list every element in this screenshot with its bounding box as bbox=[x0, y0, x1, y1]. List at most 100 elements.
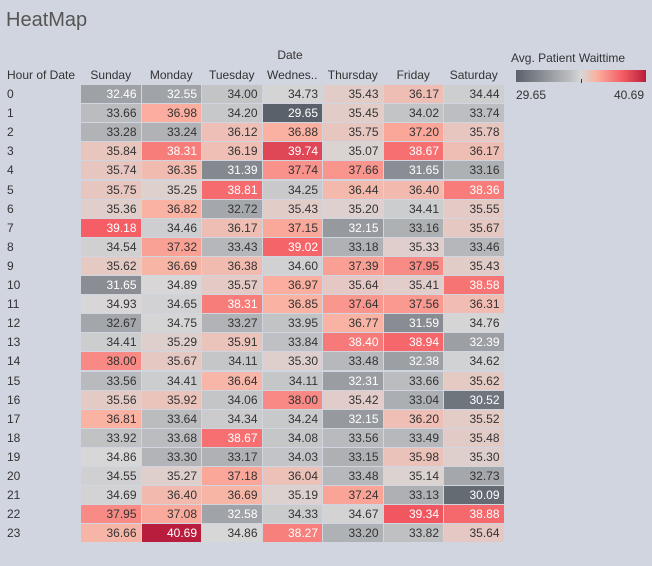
heatmap-cell: 32.31 bbox=[323, 371, 383, 390]
heatmap-cell: 34.86 bbox=[81, 447, 141, 466]
row-header: 14 bbox=[7, 354, 21, 369]
row-header: 11 bbox=[7, 297, 20, 312]
heatmap-cell: 35.20 bbox=[323, 199, 383, 218]
heatmap-cell: 38.00 bbox=[262, 390, 322, 409]
heatmap-cell: 32.67 bbox=[81, 314, 141, 333]
heatmap-cell: 34.00 bbox=[202, 85, 262, 103]
heatmap-cell: 33.16 bbox=[383, 218, 443, 237]
heatmap-cell: 36.38 bbox=[202, 256, 262, 275]
heatmap-cell: 36.40 bbox=[383, 180, 443, 199]
heatmap-cell: 33.49 bbox=[383, 428, 443, 447]
row-header: 7 bbox=[7, 220, 14, 235]
heatmap-cell: 36.04 bbox=[262, 467, 322, 485]
heatmap-cell: 37.64 bbox=[323, 295, 383, 314]
heatmap-cell: 34.65 bbox=[141, 295, 201, 314]
legend-center-tick bbox=[581, 79, 582, 83]
column-header: Tuesday bbox=[208, 68, 255, 82]
heatmap-cell: 36.17 bbox=[444, 142, 504, 161]
heatmap-cell: 34.11 bbox=[202, 352, 262, 371]
row-field-label: Hour of Date bbox=[7, 68, 76, 82]
heatmap-cell: 38.00 bbox=[81, 352, 141, 371]
heatmap-cell: 33.64 bbox=[141, 409, 201, 428]
heatmap-cell: 33.43 bbox=[202, 237, 262, 256]
heatmap-cell: 38.58 bbox=[444, 276, 504, 294]
heatmap-cell: 33.30 bbox=[141, 447, 201, 466]
heatmap-cell: 38.36 bbox=[444, 180, 504, 199]
heatmap-cell: 40.69 bbox=[141, 524, 201, 543]
heatmap-cell: 36.66 bbox=[81, 524, 141, 543]
heatmap-cell: 34.62 bbox=[444, 352, 504, 371]
heatmap-cell: 35.55 bbox=[444, 199, 504, 218]
heatmap-cell: 36.82 bbox=[141, 199, 201, 218]
heatmap-cell: 32.39 bbox=[444, 333, 504, 352]
heatmap-cell: 33.46 bbox=[444, 237, 504, 256]
heatmap-cell: 32.46 bbox=[81, 85, 141, 103]
heatmap-cell: 30.09 bbox=[444, 486, 504, 505]
heatmap-cell: 39.18 bbox=[81, 218, 141, 237]
heatmap-cell: 38.27 bbox=[262, 524, 322, 543]
heatmap-cell: 38.67 bbox=[383, 142, 443, 161]
heatmap-cell: 38.88 bbox=[444, 505, 504, 524]
heatmap-cell: 35.62 bbox=[444, 371, 504, 390]
heatmap-cell: 36.88 bbox=[262, 123, 322, 142]
heatmap-cell: 33.82 bbox=[383, 524, 443, 543]
heatmap-cell: 35.27 bbox=[141, 467, 201, 485]
heatmap-cell: 37.20 bbox=[383, 123, 443, 142]
heatmap-cell: 34.76 bbox=[444, 314, 504, 333]
heatmap-cell: 36.81 bbox=[81, 409, 141, 428]
heatmap-cell: 35.07 bbox=[323, 142, 383, 161]
heatmap-cell: 34.20 bbox=[202, 104, 262, 123]
heatmap-cell: 37.95 bbox=[81, 505, 141, 524]
heatmap-cell: 35.91 bbox=[202, 333, 262, 352]
heatmap-cell: 34.67 bbox=[323, 505, 383, 524]
heatmap-cell: 33.48 bbox=[323, 352, 383, 371]
heatmap-cell: 34.69 bbox=[81, 486, 141, 505]
heatmap-cell: 38.40 bbox=[323, 333, 383, 352]
heatmap-cell: 37.18 bbox=[202, 467, 262, 485]
heatmap-cell: 33.24 bbox=[141, 123, 201, 142]
heatmap-cell: 35.67 bbox=[141, 352, 201, 371]
heatmap-cell: 36.98 bbox=[141, 104, 201, 123]
heatmap-cell: 32.73 bbox=[444, 467, 504, 485]
heatmap-cell: 35.78 bbox=[444, 123, 504, 142]
column-header: Sunday bbox=[90, 68, 132, 82]
heatmap-cell: 35.43 bbox=[444, 256, 504, 275]
heatmap-cell: 37.56 bbox=[383, 295, 443, 314]
heatmap-cell: 33.56 bbox=[81, 371, 141, 390]
row-header: 21 bbox=[7, 488, 21, 503]
legend-title: Avg. Patient Waittime bbox=[511, 51, 626, 65]
heatmap-cell: 30.52 bbox=[444, 390, 504, 409]
row-header: 13 bbox=[7, 335, 21, 350]
heatmap-cell: 33.95 bbox=[262, 314, 322, 333]
row-header: 9 bbox=[7, 258, 14, 273]
heatmap-cell: 33.68 bbox=[141, 428, 201, 447]
heatmap-cell: 36.69 bbox=[202, 486, 262, 505]
heatmap-cell: 36.44 bbox=[323, 180, 383, 199]
heatmap-cell: 33.04 bbox=[383, 390, 443, 409]
heatmap-cell: 36.35 bbox=[141, 161, 201, 180]
heatmap-cell: 33.13 bbox=[383, 486, 443, 505]
row-header: 23 bbox=[7, 526, 21, 541]
row-header: 6 bbox=[7, 201, 14, 216]
heatmap-cell: 37.39 bbox=[323, 256, 383, 275]
heatmap-cell: 36.77 bbox=[323, 314, 383, 333]
heatmap-cell: 37.95 bbox=[383, 256, 443, 275]
row-header: 0 bbox=[7, 87, 14, 101]
row-header: 15 bbox=[7, 373, 21, 388]
heatmap-cell: 36.40 bbox=[141, 486, 201, 505]
heatmap-cell: 38.94 bbox=[383, 333, 443, 352]
heatmap-cell: 38.31 bbox=[202, 295, 262, 314]
heatmap-cell: 35.84 bbox=[81, 142, 141, 161]
row-header: 10 bbox=[7, 278, 21, 292]
heatmap-cell: 35.92 bbox=[141, 390, 201, 409]
heatmap-cell: 32.15 bbox=[323, 409, 383, 428]
heatmap-cell: 35.98 bbox=[383, 447, 443, 466]
heatmap-cell: 34.02 bbox=[383, 104, 443, 123]
heatmap-cell: 38.31 bbox=[141, 142, 201, 161]
heatmap-cell: 33.16 bbox=[444, 161, 504, 180]
column-header: Saturday bbox=[449, 68, 498, 82]
row-header: 19 bbox=[7, 449, 21, 464]
heatmap-cell: 31.65 bbox=[81, 276, 141, 294]
heatmap-cell: 35.67 bbox=[444, 218, 504, 237]
heatmap-cell: 34.44 bbox=[444, 85, 504, 103]
